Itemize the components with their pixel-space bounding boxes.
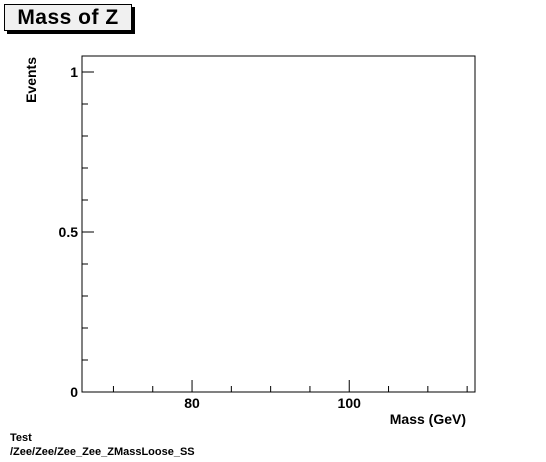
footer-line-2: /Zee/Zee/Zee_Zee_ZMassLoose_SS	[10, 446, 195, 458]
x-axis-label: Mass (GeV)	[390, 411, 466, 427]
chart-title: Mass of Z	[17, 5, 119, 29]
x-tick-label: 80	[184, 395, 200, 411]
plot-frame	[81, 55, 476, 393]
x-tick-label: 100	[338, 395, 362, 411]
y-axis-label: Events	[23, 57, 39, 103]
y-tick-label: 0	[70, 384, 78, 400]
footer-line-1: Test	[10, 432, 32, 444]
chart-title-box: Mass of Z	[4, 4, 132, 31]
axes: 80 100 0 0.5 1	[59, 64, 468, 411]
y-tick-label: 1	[70, 64, 78, 80]
y-tick-label: 0.5	[59, 224, 79, 240]
